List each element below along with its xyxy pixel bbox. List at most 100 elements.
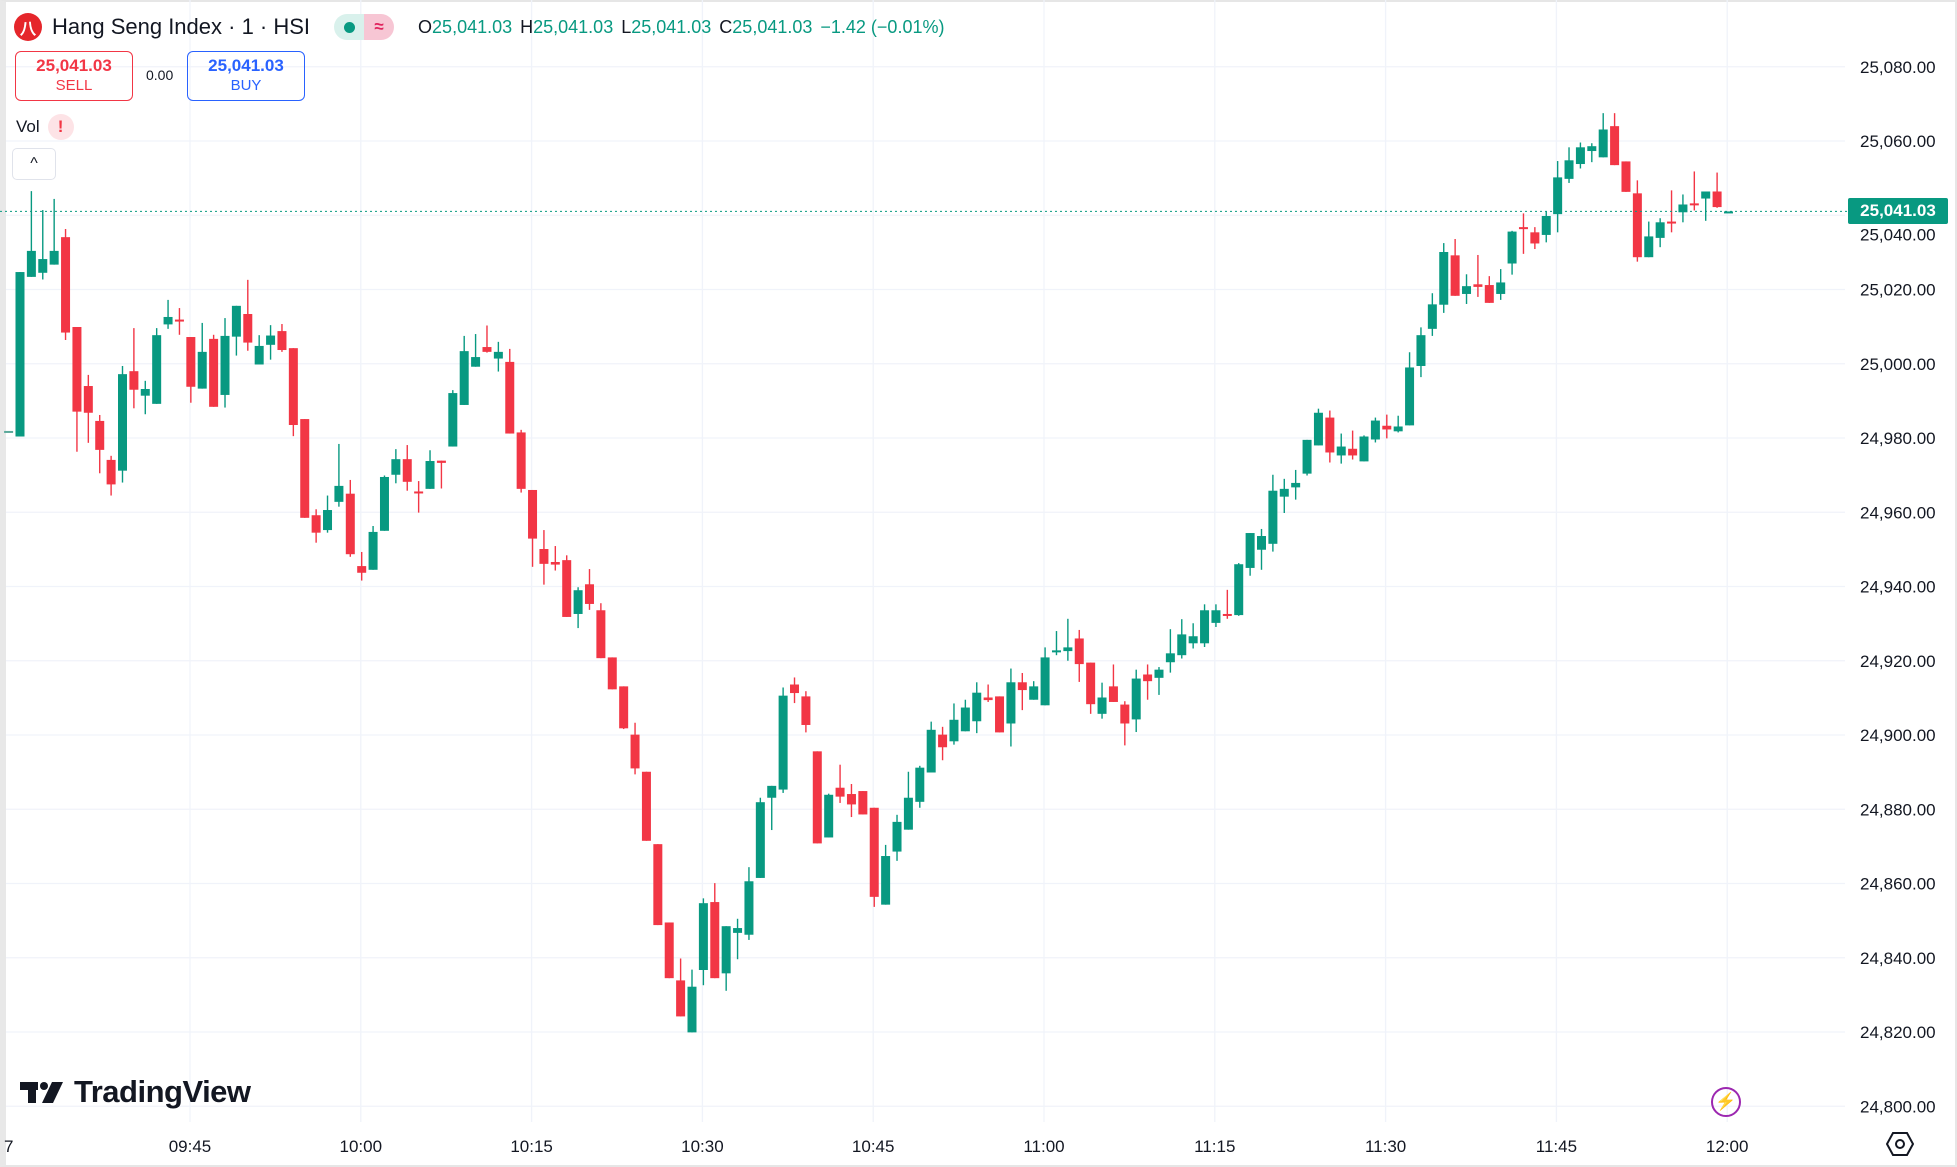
- high-label: H: [520, 16, 534, 37]
- low-value: 25,041.03: [631, 16, 712, 37]
- candle-body: [1165, 653, 1175, 663]
- price-axis[interactable]: 25,080.00 25,060.00 25,040.00 25,020.00 25,0…: [1860, 58, 1936, 1117]
- candle: [209, 334, 219, 407]
- candle: [835, 764, 845, 803]
- candle: [1427, 293, 1437, 336]
- candle-body: [1541, 215, 1551, 235]
- candle-body: [357, 566, 367, 573]
- symbol-title[interactable]: Hang Seng Index · 1 · HSI: [52, 14, 311, 39]
- candle-body: [1302, 439, 1312, 474]
- candle-body: [1051, 650, 1061, 653]
- candle: [1188, 623, 1198, 649]
- candle-body: [1222, 613, 1232, 616]
- candle: [1382, 414, 1392, 439]
- candle: [1541, 211, 1551, 243]
- candle-body: [1484, 285, 1494, 303]
- candle-body: [903, 797, 913, 830]
- candle: [1234, 563, 1244, 616]
- close-value: 25,041.03: [732, 16, 813, 37]
- candle: [1154, 667, 1164, 695]
- candle: [1462, 274, 1472, 304]
- candle: [1530, 227, 1540, 250]
- candle: [1496, 269, 1506, 300]
- candle: [414, 481, 424, 513]
- candle-body: [926, 729, 936, 773]
- candle: [1177, 619, 1187, 659]
- candle-body: [1473, 284, 1483, 287]
- sell-button[interactable]: 25,041.03 SELL: [15, 51, 133, 101]
- candle-body: [220, 335, 230, 395]
- time-axis[interactable]: 7 09:45 10:00 10:15 10:30 10:45 11:00 11:15 11:3…: [4, 1137, 1748, 1156]
- candle-body: [174, 319, 184, 322]
- candle: [858, 791, 868, 815]
- tradingview-logo[interactable]: TradingView: [20, 1074, 251, 1110]
- candle-body: [106, 459, 116, 485]
- candle-body: [1040, 657, 1050, 706]
- candle-body: [1587, 146, 1597, 152]
- candle-body: [391, 459, 401, 475]
- buy-button[interactable]: 25,041.03 BUY: [187, 51, 305, 101]
- candle: [334, 443, 344, 507]
- candle: [174, 308, 184, 335]
- candle: [254, 335, 264, 365]
- candle: [288, 348, 298, 437]
- lightning-icon[interactable]: ⚡: [1711, 1087, 1741, 1117]
- market-status-pill[interactable]: ≈: [334, 14, 395, 40]
- candle-body: [209, 338, 219, 407]
- candle: [1610, 113, 1620, 166]
- candle: [459, 335, 469, 405]
- candle: [1575, 142, 1585, 169]
- candle-body: [1211, 610, 1221, 623]
- warning-icon[interactable]: !: [47, 114, 74, 140]
- candle-body: [118, 374, 127, 471]
- candle-body: [1086, 662, 1096, 705]
- candle: [1655, 218, 1665, 248]
- candle: [72, 326, 82, 452]
- candle-body: [61, 237, 71, 333]
- candle-body: [1279, 488, 1289, 497]
- candle: [357, 551, 367, 581]
- candle-body: [1667, 221, 1677, 224]
- candle-body: [334, 485, 344, 502]
- candle-body: [1017, 682, 1027, 691]
- candle-body: [1154, 669, 1164, 678]
- candle-body: [1200, 610, 1210, 644]
- candle: [1359, 435, 1369, 462]
- candle: [619, 686, 629, 730]
- candle-body: [15, 272, 25, 437]
- candle-body: [163, 316, 173, 325]
- candle-body: [607, 657, 617, 690]
- candle: [915, 765, 925, 808]
- candle-body: [1655, 222, 1665, 238]
- x-tick-label: 10:00: [340, 1137, 383, 1156]
- candle: [1416, 327, 1426, 378]
- candle-body: [140, 388, 150, 396]
- candle-body: [1131, 678, 1141, 720]
- candle-body: [1496, 282, 1506, 294]
- candle-body: [1370, 420, 1380, 440]
- candle-body: [744, 881, 754, 935]
- candle-body: [1632, 193, 1642, 258]
- candle-body: [38, 259, 48, 273]
- candle-body: [1530, 232, 1540, 244]
- candle: [1074, 629, 1084, 682]
- volume-indicator[interactable]: Vol !: [16, 114, 74, 140]
- candle-body: [1268, 490, 1278, 544]
- candle-body: [539, 549, 549, 564]
- candle: [676, 958, 686, 1017]
- candle: [1473, 254, 1483, 297]
- settings-icon[interactable]: [1886, 1131, 1914, 1157]
- collapse-legend-button[interactable]: ^: [12, 148, 56, 180]
- candle-body: [129, 371, 139, 390]
- x-tick-label: 09:45: [169, 1137, 212, 1156]
- buy-label: BUY: [230, 77, 262, 94]
- candle: [1120, 701, 1130, 746]
- candle-body: [277, 331, 287, 351]
- candle: [881, 844, 891, 905]
- candle: [1245, 533, 1255, 576]
- candle: [721, 926, 731, 991]
- candle: [493, 341, 503, 372]
- candle: [1370, 417, 1380, 443]
- candle: [482, 325, 492, 353]
